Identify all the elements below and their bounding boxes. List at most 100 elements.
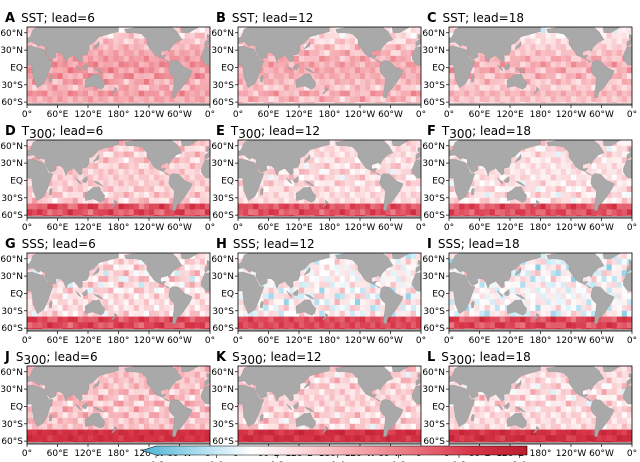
heatmap-cell bbox=[278, 79, 285, 86]
heatmap-cell bbox=[273, 84, 280, 92]
heatmap-cell bbox=[581, 50, 587, 57]
panel-variable: SST bbox=[232, 11, 255, 25]
heatmap-cell bbox=[133, 168, 140, 176]
heatmap-cell bbox=[128, 73, 135, 80]
heatmap-cell bbox=[128, 38, 135, 45]
heatmap-cell bbox=[540, 84, 547, 92]
heatmap-cell bbox=[103, 55, 109, 63]
heatmap-cell bbox=[27, 96, 33, 103]
heatmap-cell bbox=[189, 305, 196, 312]
heatmap-cell bbox=[268, 50, 275, 57]
heatmap-cell bbox=[365, 55, 371, 63]
heatmap-cell bbox=[540, 276, 547, 283]
heatmap-cell bbox=[586, 197, 592, 205]
land-mask bbox=[92, 153, 100, 163]
heatmap-cell bbox=[621, 27, 628, 34]
heatmap-cell bbox=[510, 310, 516, 318]
heatmap-cell bbox=[555, 157, 562, 164]
heatmap-cell bbox=[530, 310, 536, 318]
heatmap-cell bbox=[288, 73, 295, 80]
heatmap-cell bbox=[138, 293, 145, 300]
land-mask bbox=[84, 73, 105, 90]
heatmap-cell bbox=[489, 203, 496, 210]
panel-variable: T bbox=[21, 124, 30, 138]
heatmap-cell bbox=[189, 84, 196, 92]
y-tick-label: 60°S bbox=[1, 324, 23, 334]
panel-variable: T bbox=[230, 124, 239, 138]
heatmap-cell bbox=[194, 192, 201, 199]
heatmap-cell bbox=[596, 253, 603, 260]
heatmap-cell bbox=[98, 44, 104, 51]
heatmap-cell bbox=[621, 84, 628, 92]
heatmap-cell bbox=[189, 55, 196, 63]
heatmap-cell bbox=[410, 157, 417, 164]
heatmap-cell bbox=[560, 203, 567, 210]
heatmap-cell bbox=[576, 305, 582, 312]
heatmap-cell bbox=[596, 276, 603, 283]
heatmap-cell bbox=[576, 90, 582, 97]
heatmap-cell bbox=[248, 197, 254, 205]
heatmap-cell bbox=[494, 73, 501, 80]
heatmap-cell bbox=[329, 203, 336, 210]
heatmap-cell bbox=[88, 168, 94, 176]
heatmap-cell bbox=[37, 310, 43, 318]
land-mask bbox=[201, 46, 210, 66]
heatmap-cell bbox=[515, 96, 521, 103]
heatmap-cell bbox=[454, 84, 460, 92]
heatmap-cell bbox=[57, 197, 64, 205]
heatmap-cell bbox=[354, 281, 361, 289]
heatmap-cell bbox=[123, 32, 130, 40]
heatmap-cell bbox=[494, 281, 501, 289]
heatmap-cell bbox=[238, 73, 244, 80]
heatmap-cell bbox=[591, 299, 597, 306]
heatmap-cell bbox=[360, 163, 366, 170]
heatmap-cell bbox=[479, 287, 486, 295]
heatmap-cell bbox=[606, 310, 613, 318]
heatmap-cell bbox=[304, 151, 310, 158]
heatmap-cell bbox=[606, 61, 613, 69]
heatmap-cell bbox=[47, 197, 53, 205]
heatmap-cell bbox=[571, 281, 577, 289]
land-mask bbox=[602, 253, 621, 259]
heatmap-cell bbox=[128, 316, 135, 323]
heatmap-cell bbox=[454, 322, 460, 329]
heatmap-cell bbox=[530, 79, 536, 86]
heatmap-cell bbox=[510, 96, 516, 103]
heatmap-cell bbox=[123, 163, 130, 170]
heatmap-cell bbox=[319, 84, 325, 92]
heatmap-cell bbox=[159, 180, 165, 187]
heatmap-cell bbox=[118, 180, 125, 187]
heatmap-cell bbox=[27, 305, 33, 312]
heatmap-cell bbox=[520, 186, 526, 193]
heatmap-cell bbox=[334, 316, 341, 323]
heatmap-cell bbox=[128, 203, 135, 210]
heatmap-cell bbox=[360, 299, 366, 306]
heatmap-cell bbox=[370, 163, 376, 170]
heatmap-cell bbox=[405, 163, 412, 170]
heatmap-cell bbox=[365, 84, 371, 92]
heatmap-cell bbox=[324, 61, 331, 69]
heatmap-cell bbox=[606, 157, 613, 164]
heatmap-cell bbox=[555, 44, 562, 51]
heatmap-cell bbox=[560, 67, 567, 74]
heatmap-cell bbox=[103, 67, 109, 74]
heatmap-cell bbox=[405, 55, 412, 63]
heatmap-cell bbox=[103, 79, 109, 86]
heatmap-cell bbox=[52, 293, 59, 300]
heatmap-cell bbox=[169, 168, 175, 176]
heatmap-cell bbox=[82, 316, 89, 323]
heatmap-cell bbox=[82, 281, 89, 289]
land-mask bbox=[471, 74, 475, 83]
heatmap-cell bbox=[354, 276, 361, 283]
heatmap-cell bbox=[621, 258, 628, 266]
heatmap-cell bbox=[484, 310, 491, 318]
heatmap-cell bbox=[560, 174, 567, 182]
heatmap-cell bbox=[98, 163, 104, 170]
heatmap-cell bbox=[390, 310, 397, 318]
heatmap-cell bbox=[42, 305, 48, 312]
heatmap-cell bbox=[479, 50, 486, 57]
heatmap-cell bbox=[179, 203, 186, 210]
heatmap-cell bbox=[555, 145, 562, 153]
heatmap-cell bbox=[88, 310, 94, 318]
